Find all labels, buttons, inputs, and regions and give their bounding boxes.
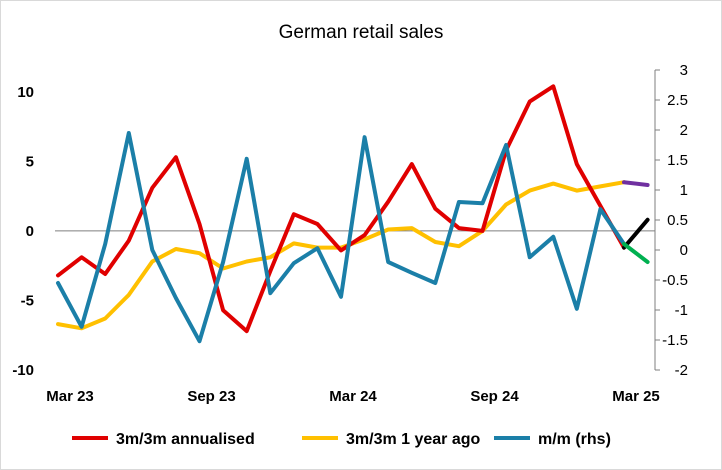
projection-line-0 (622, 217, 650, 250)
left-tick-label: 10 (17, 84, 34, 101)
projection-line-2 (622, 242, 650, 264)
left-tick-label: -10 (12, 362, 34, 379)
right-tick-label: -0.5 (662, 272, 688, 289)
right-tick-label: 2 (680, 122, 688, 139)
right-tick-label: -1.5 (662, 332, 688, 349)
right-axis-ticks: 3 2.5 2 1.5 1 0.5 0 -0.5 -1 -1.5 -2 (655, 62, 688, 379)
series-layer (56, 84, 650, 344)
series-line-2 (56, 131, 626, 344)
chart-title: German retail sales (279, 22, 444, 43)
legend-label: m/m (rhs) (538, 431, 611, 448)
x-tick-label: Mar 25 (612, 388, 660, 405)
left-tick-label: 5 (26, 153, 34, 170)
right-tick-label: 1.5 (667, 152, 688, 169)
series-line-0 (56, 84, 626, 334)
legend: 3m/3m annualised 3m/3m 1 year ago m/m (rhs… (72, 431, 611, 448)
right-tick-label: 3 (680, 62, 688, 79)
left-tick-label: -5 (21, 292, 34, 309)
projection-line-1 (622, 180, 650, 188)
right-tick-label: 0 (680, 242, 688, 259)
x-tick-label: Sep 24 (470, 388, 519, 405)
right-tick-label: 1 (680, 182, 688, 199)
x-tick-label: Sep 23 (187, 388, 235, 405)
legend-label: 3m/3m 1 year ago (346, 431, 481, 448)
right-tick-label: -2 (675, 362, 688, 379)
x-tick-label: Mar 23 (46, 388, 94, 405)
right-tick-label: 0.5 (667, 212, 688, 229)
left-tick-label: 0 (26, 223, 34, 240)
left-axis-ticks: 10 5 0 -5 -10 (12, 84, 34, 379)
x-axis-ticks: Mar 23 Sep 23 Mar 24 Sep 24 Mar 25 (46, 388, 660, 405)
right-tick-label: 2.5 (667, 92, 688, 109)
x-tick-label: Mar 24 (329, 388, 377, 405)
legend-label: 3m/3m annualised (116, 431, 255, 448)
right-tick-label: -1 (675, 302, 688, 319)
